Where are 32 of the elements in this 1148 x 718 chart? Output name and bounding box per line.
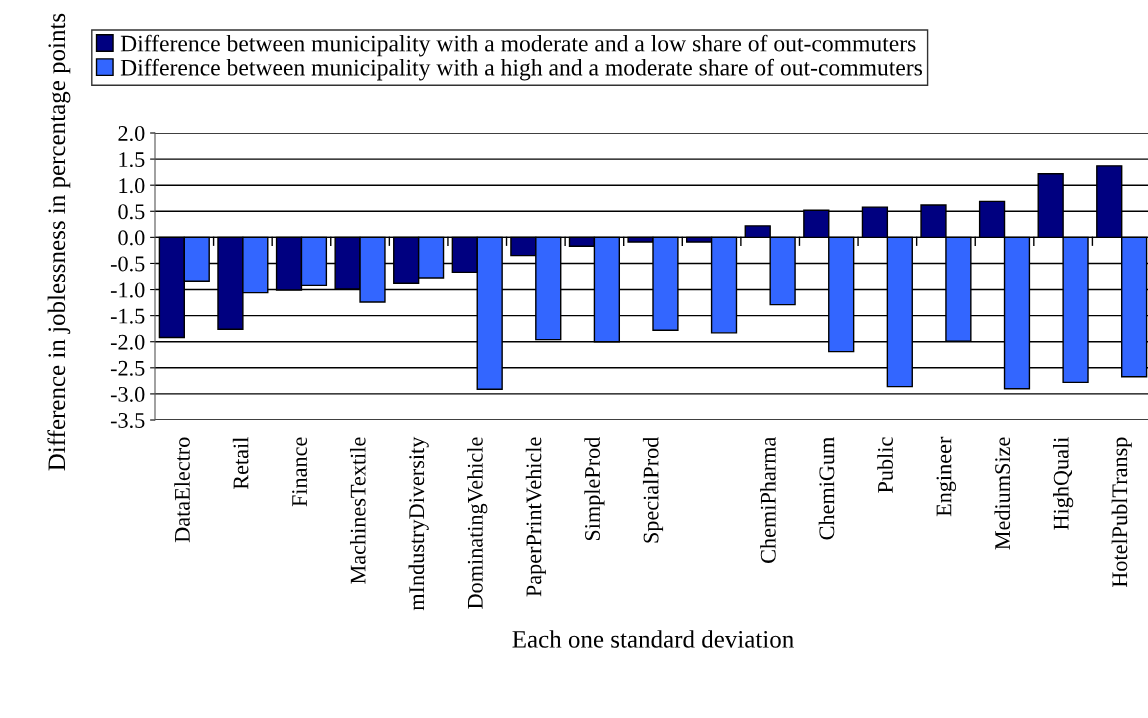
x-tick-label: DataElectro: [174, 437, 190, 543]
x-tick-label: Finance: [292, 437, 308, 507]
x-tick-label: MediumSize: [994, 437, 1011, 550]
y-tick-label: 0.5: [118, 204, 145, 220]
legend-label: Difference between municipality with a moderate and a low share of out-commuters: [120, 34, 916, 57]
x-tick-label: SpecialProd: [642, 436, 664, 543]
x-tick-label: ChemiPharma: [760, 436, 776, 563]
y-tick-label: 2.0: [118, 125, 145, 142]
x-tick-label: HighQuali: [1053, 437, 1074, 530]
y-tick-label: -1.5: [110, 308, 145, 324]
x-tick-label: Engineer: [936, 436, 957, 517]
x-tick-label: DominatingVehicle: [467, 437, 488, 609]
x-tick-label: SimpleProd: [584, 436, 605, 541]
y-tick-label: -3.5: [110, 412, 145, 429]
y-tick-label: -2.0: [110, 334, 145, 350]
x-tick-label: Retail: [232, 437, 249, 490]
y-tick-label: -2.5: [110, 360, 145, 376]
x-tick-label: ChemiGum: [818, 437, 835, 540]
y-tick-label: 0.0: [118, 230, 145, 246]
x-tick-label: PaperPrintVehicle: [525, 437, 546, 597]
y-tick-label: -0.5: [110, 256, 145, 272]
legend-label: Difference between municipality with a high and a moderate share of out-commuters: [120, 58, 923, 81]
y-tick-label: -1.0: [110, 282, 145, 298]
y-tick-label: -3.0: [110, 386, 145, 402]
x-tick-label: HotelPublTransp: [1111, 437, 1132, 588]
y-axis-title: Difference in joblessness in percentage points: [47, 13, 71, 471]
x-axis-title: Each one standard deviation: [512, 630, 794, 648]
x-tick-label: Public: [877, 437, 893, 493]
x-tick-label: mIndustryDiversity: [408, 436, 429, 611]
y-tick-label: 1.0: [119, 178, 145, 194]
y-tick-label: 1.5: [119, 152, 145, 168]
x-tick-label: MachinesTextile: [349, 437, 366, 584]
